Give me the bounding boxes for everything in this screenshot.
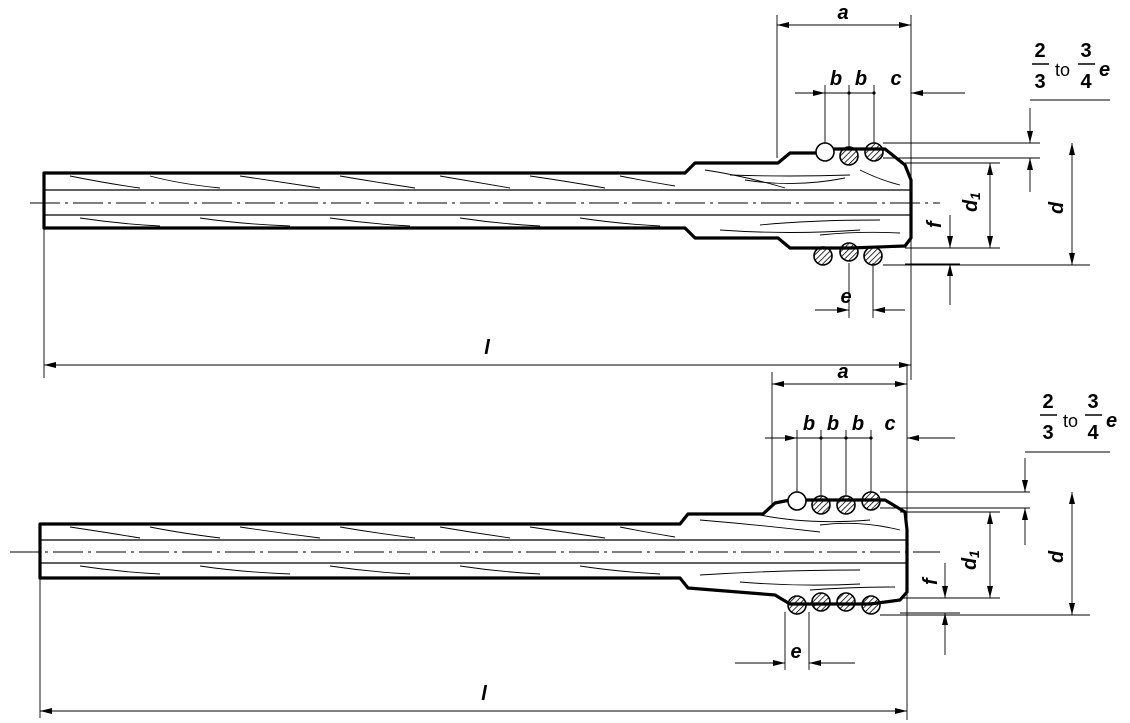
coil	[836, 495, 856, 515]
svg-text:1: 1	[966, 550, 982, 558]
svg-text:2: 2	[1042, 391, 1053, 413]
svg-text:3: 3	[1087, 391, 1098, 413]
svg-text:to: to	[1055, 60, 1070, 80]
label-d1-top: d 1	[960, 192, 983, 212]
coil	[836, 592, 856, 612]
coils-bottom-bottom-row	[787, 592, 881, 615]
coil	[839, 146, 859, 166]
label-b1-bottom: b	[803, 413, 815, 435]
coil	[811, 592, 831, 612]
label-f-bottom: f	[920, 576, 942, 585]
label-l-top: l	[484, 337, 490, 359]
coils-bottom-row	[813, 242, 883, 266]
shaft-outline-top	[42, 147, 913, 250]
coil	[861, 595, 881, 615]
label-c-top: c	[890, 68, 901, 90]
label-a-top: a	[837, 2, 848, 24]
extension-lines-top	[43, 15, 1110, 380]
label-f-top: f	[924, 219, 946, 228]
label-l-bottom: l	[481, 683, 487, 705]
coil	[787, 595, 807, 615]
label-d-top: d	[1046, 201, 1068, 214]
figure-top: a b b c 2 3 to 3 4 e d 1 d	[30, 2, 1110, 380]
label-b2-bottom: b	[827, 413, 839, 435]
svg-text:4: 4	[1087, 422, 1099, 444]
coil-empty	[815, 142, 835, 162]
svg-text:e: e	[1106, 410, 1117, 432]
svg-text:d: d	[960, 199, 982, 212]
coil	[839, 242, 859, 262]
label-b3-bottom: b	[852, 413, 864, 435]
coil-empty	[787, 491, 807, 511]
coil	[861, 491, 881, 511]
svg-text:3: 3	[1080, 40, 1091, 62]
svg-text:3: 3	[1034, 71, 1045, 93]
label-b2-top: b	[855, 68, 867, 90]
label-e-bottom: e	[790, 641, 801, 663]
coils-top-row	[815, 142, 884, 166]
coil	[813, 246, 833, 266]
figure-bottom: a b b b c 2 3 to 3 4 e d 1 d	[10, 361, 1117, 720]
svg-text:3: 3	[1042, 422, 1053, 444]
svg-text:4: 4	[1080, 71, 1092, 93]
coil	[811, 495, 831, 515]
label-e-top: e	[840, 286, 851, 308]
bore-bottom	[40, 539, 907, 564]
extension-lines-bottom	[39, 365, 1110, 720]
svg-text:2: 2	[1034, 40, 1045, 62]
svg-text:d: d	[959, 557, 981, 570]
label-d1-bottom: d 1	[959, 550, 982, 570]
label-b1-top: b	[830, 68, 842, 90]
bore-top	[44, 189, 911, 216]
label-a-bottom: a	[837, 361, 848, 383]
wood-grain-bottom	[69, 514, 901, 591]
label-d-bottom: d	[1046, 550, 1068, 563]
label-c-bottom: c	[884, 413, 895, 435]
coil	[864, 142, 884, 162]
svg-text:to: to	[1063, 411, 1078, 431]
svg-text:e: e	[1099, 59, 1110, 81]
coils-bottom-top-row	[787, 491, 881, 515]
fraction-top: 2 3 to 3 4 e	[1032, 40, 1110, 93]
coil	[863, 246, 883, 266]
svg-text:1: 1	[967, 192, 983, 200]
fraction-bottom: 2 3 to 3 4 e	[1040, 391, 1117, 444]
wood-grain-top	[69, 169, 901, 236]
